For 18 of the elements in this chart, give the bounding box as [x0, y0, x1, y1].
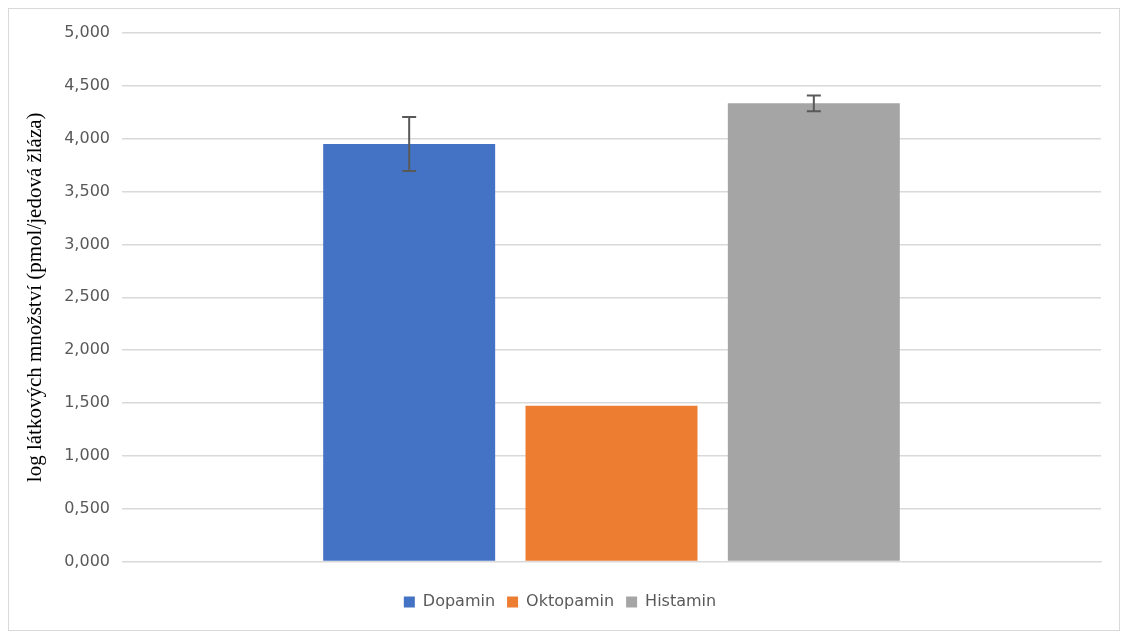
legend-label: Histamin [645, 591, 717, 611]
y-tick-label: 4,000 [64, 127, 110, 147]
bar [525, 405, 698, 561]
y-tick-label: 2,500 [64, 286, 110, 306]
y-tick-label: 3,500 [64, 180, 110, 200]
legend-label: Dopamin [422, 591, 496, 611]
bar [727, 103, 900, 561]
y-axis-title: log látkových množství (pmol/jedová žláza) [22, 112, 47, 483]
y-tick-label: 0,500 [64, 497, 110, 517]
y-tick-label: 4,500 [64, 75, 110, 95]
y-tick-label: 1,000 [64, 445, 110, 465]
y-tick-label: 5,000 [64, 22, 110, 42]
y-tick-label: 2,000 [64, 339, 110, 359]
legend-label: Oktopamin [526, 591, 615, 611]
y-tick-label: 0,000 [64, 550, 110, 570]
y-tick-label: 1,500 [64, 392, 110, 412]
bar [323, 144, 496, 561]
y-tick-label: 3,000 [64, 233, 110, 253]
